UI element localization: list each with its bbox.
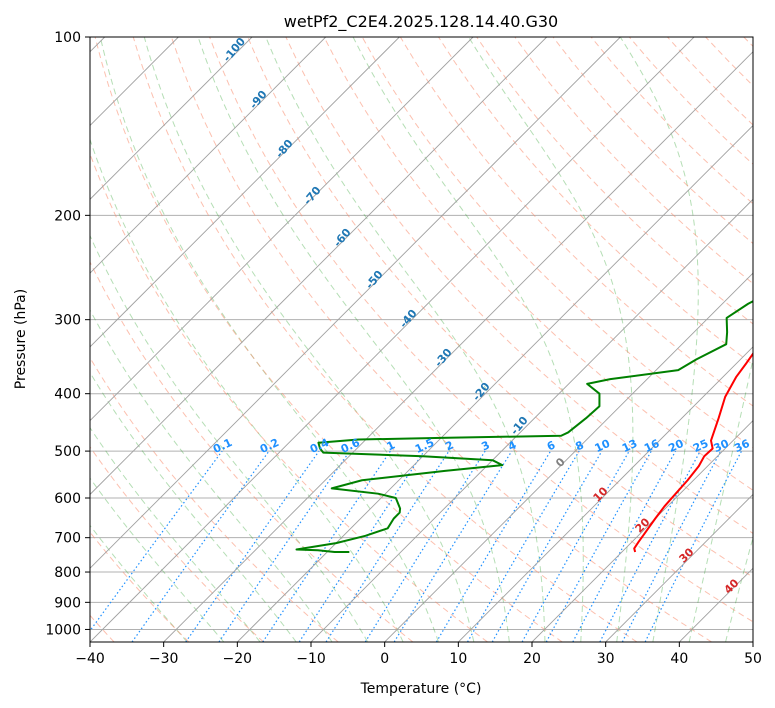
- x-tick-label: −40: [75, 651, 105, 667]
- isotherm--10: [310, 198, 753, 642]
- dry-adiabat: [247, 37, 753, 578]
- moist-adiabat: [99, 37, 439, 642]
- y-tick-label: 300: [54, 313, 81, 329]
- isotherm-20: [531, 420, 753, 642]
- isotherm--100: [90, 37, 253, 200]
- skewed-isotherms: [90, 37, 753, 642]
- x-tick-label: −30: [149, 651, 179, 667]
- x-tick-label: 0: [380, 651, 389, 667]
- dry-adiabat: [514, 37, 753, 285]
- mixing-ratio-label: 13: [620, 437, 639, 455]
- x-tick-label: 50: [744, 651, 762, 667]
- dewpoint-profile-line: [295, 300, 753, 553]
- mixing-ratio-line: [572, 450, 677, 642]
- x-tick-label: 30: [597, 651, 615, 667]
- moist-adiabats: [90, 37, 753, 642]
- mixing-ratio-line: [545, 450, 652, 642]
- moist-adiabat: [619, 37, 699, 642]
- mixing-ratio-line: [185, 450, 320, 642]
- isotherm--20: [237, 124, 753, 642]
- isotherm--80: [90, 37, 400, 348]
- moist-adiabat: [90, 137, 404, 642]
- x-axis-title: Temperature (°C): [360, 681, 482, 697]
- x-tick-label: 10: [449, 651, 467, 667]
- dry-adiabat: [476, 37, 753, 325]
- dry-adiabat: [132, 37, 638, 642]
- mixing-ratio-line: [218, 450, 351, 642]
- mixing-ratio-line: [393, 450, 513, 642]
- plot-frame: [89, 36, 754, 643]
- mixing-ratio-lines: [90, 450, 743, 642]
- mixing-ratio-line: [298, 450, 425, 642]
- y-tick-label: 500: [54, 444, 81, 460]
- mixing-ratio-label: 30: [712, 437, 732, 455]
- y-tick-label: 1000: [45, 622, 81, 638]
- isotherm--30: [163, 51, 753, 642]
- moist-adiabat: [90, 308, 333, 642]
- y-tick-label: 600: [54, 491, 81, 507]
- y-tick-label: 700: [54, 531, 81, 547]
- mixing-ratio-line: [325, 450, 450, 642]
- dry-adiabat: [323, 37, 753, 491]
- isotherm--50: [90, 37, 621, 569]
- x-tick-label: 40: [670, 651, 688, 667]
- moist-adiabat: [352, 37, 584, 642]
- isotherm-0: [384, 272, 753, 642]
- dry-adiabat: [285, 37, 753, 534]
- moist-adiabat: [90, 234, 369, 642]
- moist-adiabat: [90, 371, 297, 642]
- chart-title: wetPf2_C2E4.2025.128.14.40.G30: [284, 12, 558, 32]
- y-axis-ticks: 100 200 300 400 500 600 700 800 900 1000: [45, 30, 90, 638]
- y-tick-label: 100: [54, 30, 81, 46]
- isotherm--40: [90, 37, 695, 642]
- x-axis-ticks: −40 −30 −20 −10 0 10 20 30 40 50: [75, 642, 762, 667]
- dry-adiabat: [170, 37, 712, 642]
- x-tick-label: −20: [223, 651, 253, 667]
- mixing-ratio-line: [521, 450, 630, 642]
- isotherm-30: [605, 493, 753, 642]
- moist-adiabat: [143, 37, 475, 642]
- x-tick-label: 20: [523, 651, 541, 667]
- moist-adiabat: [688, 356, 753, 642]
- y-tick-label: 400: [54, 387, 81, 403]
- moist-adiabat: [90, 524, 188, 642]
- isotherm-10: [458, 346, 753, 642]
- mixing-ratio-line: [90, 450, 223, 632]
- mixing-ratio-line: [262, 450, 391, 642]
- temperature-profile-line: [633, 351, 753, 553]
- y-axis-title: Pressure (hPa): [13, 289, 29, 389]
- dry-adiabat: [90, 260, 414, 642]
- moist-adiabat: [725, 535, 753, 642]
- mixing-ratio-label: 25: [691, 437, 710, 455]
- y-tick-label: 800: [54, 565, 81, 581]
- moist-adiabat: [197, 37, 510, 642]
- moist-adiabat: [265, 37, 546, 642]
- dry-adiabats: [90, 37, 753, 642]
- isobar-gridlines: [90, 37, 753, 630]
- y-tick-label: 200: [54, 208, 81, 224]
- isotherm--90: [90, 37, 327, 274]
- y-tick-label: 900: [54, 595, 81, 611]
- dry-adiabat: [209, 37, 753, 623]
- profile-lines: [295, 300, 753, 553]
- plot-area: 0.1 0.2 0.4 0.6 1 1.5 2 3 4 6 8 10 13 16 20 25 30 36-100-…: [90, 37, 753, 642]
- mixing-ratio-line: [644, 450, 743, 642]
- dry-adiabat: [90, 446, 264, 642]
- isotherm--60: [90, 37, 548, 496]
- dry-adiabat: [94, 37, 563, 642]
- mixing-ratio-label: 16: [642, 437, 662, 455]
- mixing-ratio-label: 10: [593, 437, 613, 455]
- mixing-ratio-label: 36: [732, 437, 752, 455]
- moist-adiabat: [90, 426, 261, 642]
- moist-adiabat: [90, 477, 225, 642]
- x-tick-label: −10: [296, 651, 326, 667]
- isotherm--70: [90, 37, 474, 422]
- mixing-ratio-label: 20: [666, 437, 686, 455]
- dry-adiabat: [90, 356, 339, 642]
